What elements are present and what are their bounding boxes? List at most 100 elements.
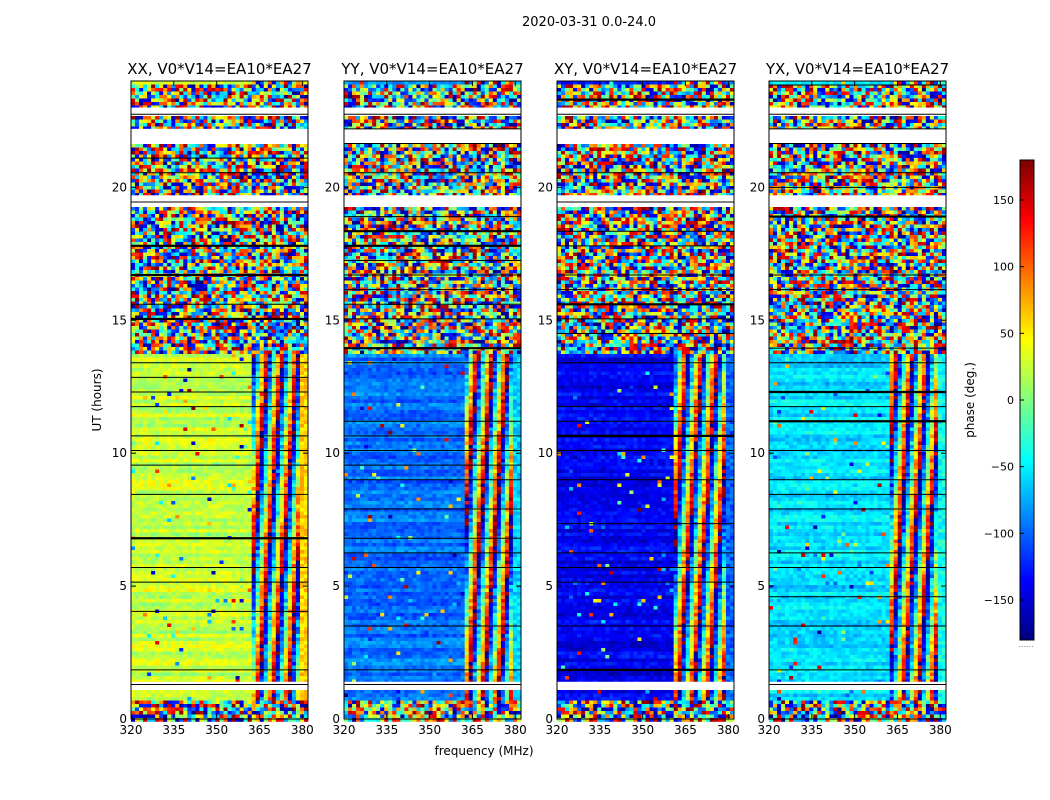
heatmap-cell [135, 81, 139, 85]
heatmap-cell [195, 116, 199, 120]
heatmap-cell [248, 92, 252, 96]
heatmap-cell [244, 190, 248, 194]
heatmap-cell [276, 162, 280, 166]
heatmap-cell [155, 123, 159, 127]
heatmap-cell [211, 148, 215, 152]
heatmap-cell [288, 207, 292, 211]
heatmap-cell [232, 190, 236, 194]
heatmap-cell [232, 81, 236, 85]
heatmap-cell [240, 85, 244, 89]
heatmap-cell [191, 190, 195, 194]
heatmap-cell [264, 102, 268, 106]
heatmap-cell [300, 183, 304, 187]
heatmap-cell [155, 102, 159, 106]
heatmap-cell [187, 144, 191, 148]
heatmap-cell [171, 148, 175, 152]
heatmap-cell [300, 144, 304, 148]
heatmap-cell [139, 183, 143, 187]
heatmap-cell [248, 123, 252, 127]
heatmap-cell [131, 85, 135, 89]
heatmap-cell [167, 211, 171, 215]
heatmap-cell [187, 207, 191, 211]
heatmap-cell [203, 169, 207, 173]
heatmap-cell [199, 207, 203, 211]
heatmap-cell [240, 148, 244, 152]
heatmap-cell [300, 116, 304, 120]
heatmap-cell [280, 183, 284, 187]
heatmap-cell [195, 151, 199, 155]
heatmap-cell [300, 211, 304, 215]
heatmap-cell [131, 120, 135, 124]
heatmap-cell [260, 162, 264, 166]
heatmap-cell [215, 186, 219, 190]
heatmap-cells [131, 81, 308, 722]
heatmap-cell [175, 179, 179, 183]
heatmap-cell [244, 95, 248, 99]
heatmap-cell [179, 190, 183, 194]
heatmap-cell [244, 186, 248, 190]
heatmap-cell [228, 92, 232, 96]
heatmap-cell [159, 162, 163, 166]
heatmap-cell [280, 123, 284, 127]
heatmap-cell [260, 85, 264, 89]
heatmap-cell [244, 144, 248, 148]
heatmap-cell [276, 95, 280, 99]
heatmap-cell [252, 207, 256, 211]
heatmap-cell [248, 176, 252, 180]
heatmap-cell [236, 214, 240, 218]
heatmap-cell [240, 165, 244, 169]
heatmap-cell [236, 162, 240, 166]
heatmap-cell [268, 214, 272, 218]
heatmap-cell [232, 176, 236, 180]
heatmap-cell [264, 99, 268, 103]
heatmap-cell [163, 151, 167, 155]
heatmap-cell [224, 99, 228, 103]
heatmap-cell [139, 179, 143, 183]
heatmap-cell [260, 169, 264, 173]
heatmap-cell [203, 162, 207, 166]
heatmap-cell [163, 186, 167, 190]
heatmap-cell [252, 183, 256, 187]
heatmap-cell [143, 88, 147, 92]
heatmap-cell [248, 183, 252, 187]
heatmap-cell [195, 214, 199, 218]
heatmap-cell [151, 81, 155, 85]
heatmap-cell [284, 102, 288, 106]
heatmap-cell [272, 144, 276, 148]
heatmap-cell [195, 85, 199, 89]
heatmap-cell [139, 95, 143, 99]
heatmap-cell [199, 123, 203, 127]
heatmap-cell [276, 190, 280, 194]
heatmap-cell [195, 162, 199, 166]
heatmap-cell [240, 123, 244, 127]
heatmap-cell [264, 183, 268, 187]
heatmap-cell [264, 88, 268, 92]
heatmap-cell [167, 144, 171, 148]
heatmap-cell [300, 95, 304, 99]
heatmap-cell [284, 95, 288, 99]
heatmap-cell [244, 88, 248, 92]
heatmap-cell [240, 95, 244, 99]
heatmap-cell [236, 211, 240, 215]
heatmap-cell [256, 123, 260, 127]
heatmap-cell [143, 190, 147, 194]
heatmap-cell [280, 88, 284, 92]
heatmap-cell [300, 120, 304, 124]
heatmap-cell [203, 165, 207, 169]
heatmap-cell [280, 144, 284, 148]
heatmap-cell [280, 179, 284, 183]
heatmap-cell [264, 81, 268, 85]
heatmap-cell [211, 207, 215, 211]
heatmap-cell [203, 144, 207, 148]
heatmap-cell [207, 151, 211, 155]
heatmap-cell [183, 165, 187, 169]
heatmap-cell [256, 165, 260, 169]
heatmap-cell [272, 148, 276, 152]
heatmap-cell [224, 92, 228, 96]
heatmap-cell [211, 165, 215, 169]
heatmap-cell [151, 99, 155, 103]
heatmap-cell [256, 120, 260, 124]
heatmap-cell [163, 120, 167, 124]
heatmap-cell [159, 85, 163, 89]
heatmap-cell [260, 148, 264, 152]
